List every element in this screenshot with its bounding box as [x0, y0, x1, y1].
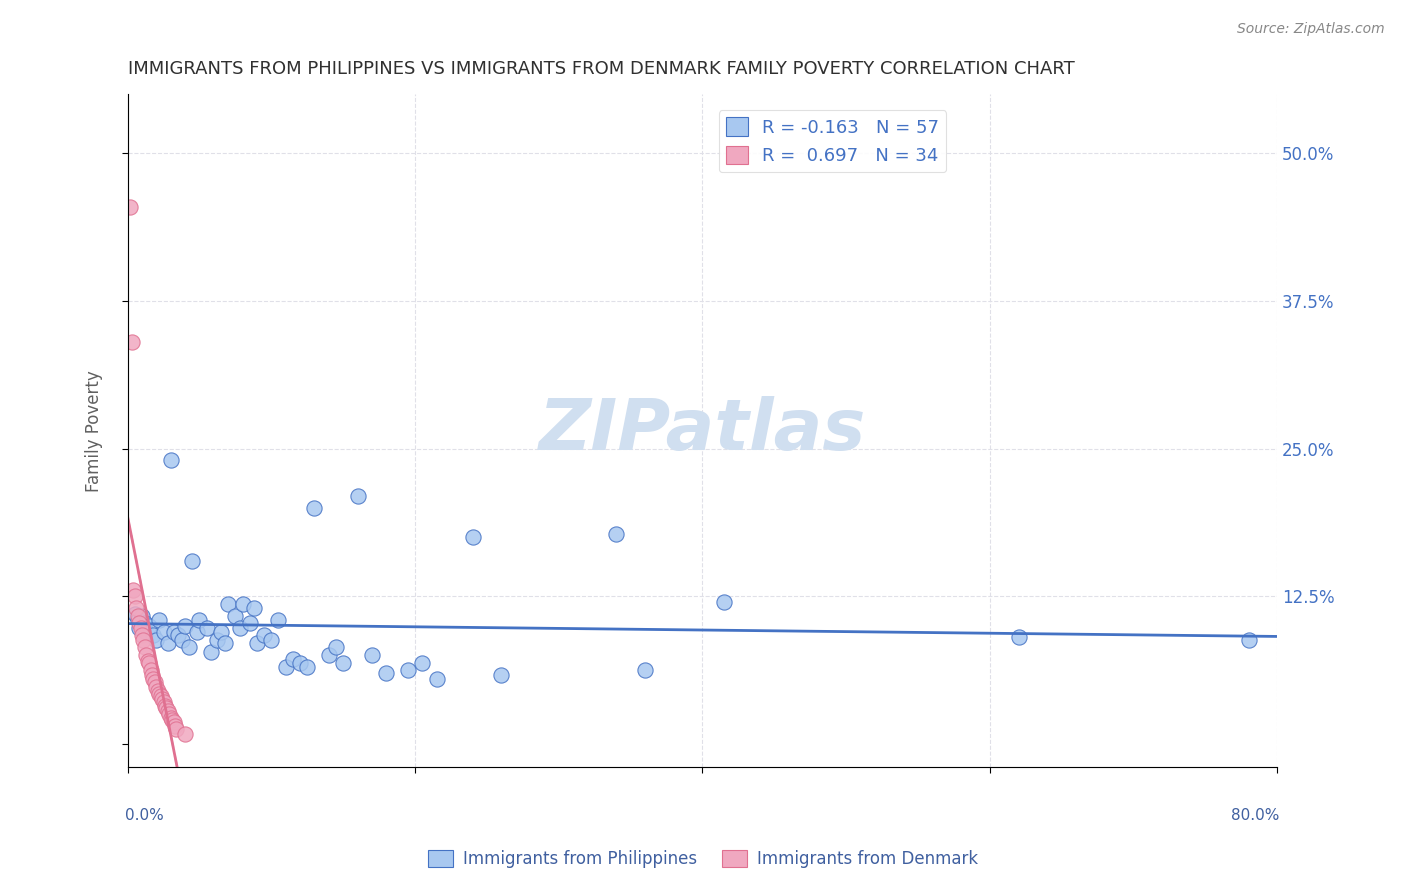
Point: [267, 613, 290, 627]
Point: [325, 640, 347, 654]
Point: [134, 640, 156, 654]
Point: [149, 690, 172, 704]
Point: [461, 530, 484, 544]
Point: [153, 698, 176, 713]
Point: [228, 621, 250, 635]
Point: [224, 609, 246, 624]
Legend: R = -0.163   N = 57, R =  0.697   N = 34: R = -0.163 N = 57, R = 0.697 N = 34: [718, 111, 946, 172]
Point: [127, 613, 149, 627]
Point: [152, 624, 174, 639]
Point: [160, 713, 183, 727]
Point: [186, 624, 208, 639]
Point: [179, 640, 201, 654]
Point: [135, 624, 157, 639]
Point: [134, 616, 156, 631]
Point: [142, 628, 165, 642]
Point: [1007, 631, 1029, 645]
Point: [232, 598, 254, 612]
Point: [135, 648, 157, 662]
Point: [375, 665, 398, 680]
Point: [288, 657, 311, 671]
Point: [243, 601, 266, 615]
Point: [127, 609, 149, 624]
Point: [138, 657, 160, 671]
Point: [141, 668, 163, 682]
Point: [163, 719, 186, 733]
Point: [122, 583, 145, 598]
Point: [125, 601, 148, 615]
Point: [491, 668, 513, 682]
Point: [167, 628, 190, 642]
Point: [120, 200, 142, 214]
Point: [132, 632, 155, 647]
Text: 0.0%: 0.0%: [125, 807, 165, 822]
Point: [143, 675, 166, 690]
Text: ZIPatlas: ZIPatlas: [538, 396, 866, 466]
Point: [188, 613, 211, 627]
Point: [156, 636, 179, 650]
Point: [253, 628, 276, 642]
Point: [145, 632, 167, 647]
Point: [304, 500, 326, 515]
Point: [166, 723, 188, 737]
Point: [217, 598, 239, 612]
Point: [124, 589, 146, 603]
Point: [159, 453, 181, 467]
Point: [146, 683, 169, 698]
Point: [634, 664, 657, 678]
Y-axis label: Family Poverty: Family Poverty: [86, 370, 103, 491]
Point: [205, 632, 228, 647]
Point: [148, 687, 170, 701]
Point: [124, 607, 146, 621]
Point: [162, 624, 184, 639]
Point: [214, 636, 236, 650]
Point: [162, 715, 184, 730]
Point: [195, 621, 218, 635]
Text: Source: ZipAtlas.com: Source: ZipAtlas.com: [1237, 22, 1385, 37]
Point: [157, 707, 180, 722]
Point: [274, 660, 297, 674]
Point: [1237, 632, 1260, 647]
Point: [152, 695, 174, 709]
Point: [148, 613, 170, 627]
Point: [605, 526, 627, 541]
Point: [209, 624, 232, 639]
Point: [713, 595, 735, 609]
Point: [361, 648, 384, 662]
Point: [136, 654, 159, 668]
Point: [128, 621, 150, 635]
Point: [129, 621, 152, 635]
Point: [172, 632, 194, 647]
Point: [318, 648, 340, 662]
Point: [142, 672, 165, 686]
Point: [346, 489, 368, 503]
Point: [156, 704, 179, 718]
Point: [281, 651, 304, 665]
Point: [131, 628, 153, 642]
Point: [396, 664, 419, 678]
Point: [332, 657, 354, 671]
Point: [426, 672, 449, 686]
Text: 80.0%: 80.0%: [1232, 807, 1279, 822]
Point: [239, 616, 262, 631]
Legend: Immigrants from Philippines, Immigrants from Denmark: Immigrants from Philippines, Immigrants …: [422, 843, 984, 875]
Point: [200, 644, 222, 658]
Point: [159, 711, 181, 725]
Point: [121, 335, 143, 350]
Point: [246, 636, 269, 650]
Point: [145, 680, 167, 694]
Point: [155, 701, 177, 715]
Point: [128, 616, 150, 631]
Point: [411, 657, 433, 671]
Point: [150, 691, 173, 706]
Point: [138, 618, 160, 632]
Point: [297, 660, 319, 674]
Point: [181, 554, 204, 568]
Text: IMMIGRANTS FROM PHILIPPINES VS IMMIGRANTS FROM DENMARK FAMILY POVERTY CORRELATIO: IMMIGRANTS FROM PHILIPPINES VS IMMIGRANT…: [128, 60, 1074, 78]
Point: [139, 664, 162, 678]
Point: [174, 727, 197, 741]
Point: [174, 618, 197, 632]
Point: [131, 609, 153, 624]
Point: [260, 632, 283, 647]
